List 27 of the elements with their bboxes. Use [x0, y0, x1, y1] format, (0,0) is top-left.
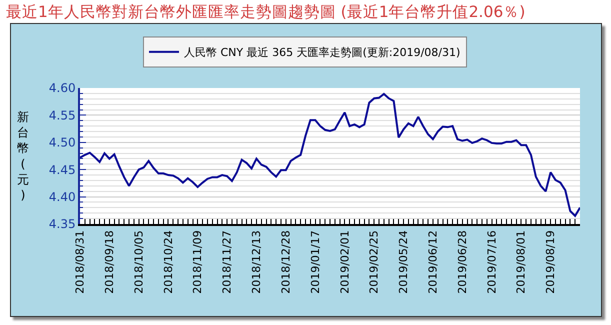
x-tick-label: 2018/12/28 — [279, 230, 292, 294]
x-tick-label: 2019/06/12 — [426, 230, 440, 294]
x-tick-label: 2018/09/18 — [102, 230, 116, 294]
y-tick-label: 4.35 — [48, 217, 76, 232]
chart-title: 最近1年人民幣對新台幣外匯匯率走勢圖趨勢圖 (最近1年台幣升值2.06％) — [6, 2, 526, 23]
x-tick-label: 2018/10/24 — [162, 230, 175, 294]
x-tick-label: 2018/12/13 — [250, 230, 264, 294]
y-tick-label: 4.50 — [48, 136, 76, 150]
x-tick-label: 2019/05/24 — [397, 230, 410, 294]
x-tick-label: 2019/08/19 — [544, 230, 558, 294]
x-tick-label: 2019/07/16 — [485, 230, 498, 294]
y-tick-label: 4.40 — [48, 190, 76, 204]
x-tick-label: 2019/08/01 — [514, 230, 528, 294]
y-tick-label: 4.45 — [48, 162, 76, 177]
x-tick-label: 2019/01/17 — [308, 230, 322, 294]
x-tick-label: 2019/06/28 — [456, 230, 469, 294]
y-tick-label: 4.60 — [48, 81, 76, 96]
x-tick-label: 2019/02/25 — [368, 230, 381, 294]
line-series — [80, 92, 580, 217]
y-tick-label: 4.55 — [48, 108, 76, 122]
legend-label: 人民幣 CNY 最近 365 天匯率走勢圖(更新:2019/08/31) — [184, 46, 460, 60]
y-axis-title: 新台幣(元) — [17, 110, 29, 202]
x-tick-label: 2019/02/01 — [338, 230, 352, 294]
x-tick-label: 2018/11/09 — [191, 230, 204, 294]
x-tick-label: 2018/08/31 — [74, 230, 87, 294]
x-tick-label: 2018/11/27 — [220, 230, 234, 294]
x-tick-label: 2018/10/05 — [132, 230, 146, 294]
